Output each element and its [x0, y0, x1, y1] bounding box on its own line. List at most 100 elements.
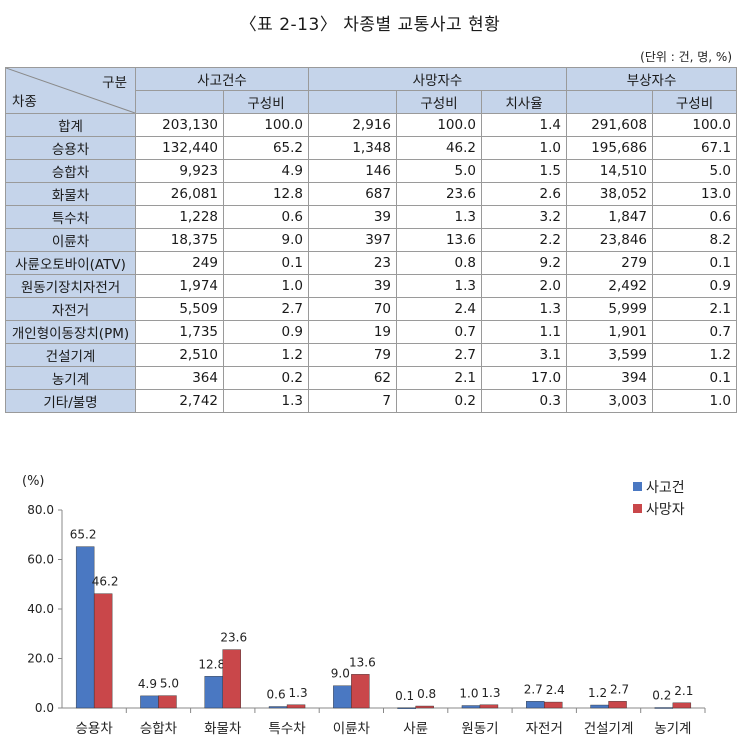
table-cell: 1.3 [223, 389, 309, 413]
sub-header-blank [566, 90, 654, 114]
table-cell: 62 [308, 366, 397, 390]
row-label: 사륜오토바이(ATV) [5, 251, 136, 275]
table-cell: 2.7 [223, 297, 309, 321]
table-cell: 100.0 [396, 113, 482, 137]
bar-accidents [654, 707, 674, 709]
legend-label: 사고건 [646, 480, 685, 496]
corner-header: 구분 차종 [5, 67, 136, 114]
table-cell: 195,686 [566, 136, 654, 160]
table-cell: 1.2 [223, 343, 309, 367]
table-cell: 0.7 [396, 320, 482, 344]
row-label: 승합차 [5, 159, 136, 183]
table-cell: 38,052 [566, 182, 654, 206]
table-cell: 3,003 [566, 389, 654, 413]
bar-accidents [333, 685, 352, 709]
table-row: 자전거 5,509 2.7 70 2.4 1.3 5,999 2.1 [5, 297, 738, 321]
table-cell: 5.0 [652, 159, 738, 183]
row-label: 농기계 [5, 366, 136, 390]
table-cell: 1.1 [480, 320, 568, 344]
row-label: 기타/불명 [5, 389, 136, 413]
table-cell: 100.0 [223, 113, 309, 137]
x-tick-label: 사륜 [403, 721, 428, 737]
bar-accidents [397, 707, 416, 709]
table-cell: 2,742 [135, 389, 224, 413]
bar-deaths [351, 674, 370, 709]
table-cell: 1.2 [652, 343, 738, 367]
data-label: 2.7 [610, 682, 629, 696]
data-label: 2.4 [546, 683, 565, 697]
table-cell: 2.6 [480, 182, 568, 206]
data-label: 1.3 [289, 686, 308, 700]
sub-header-blank [308, 90, 397, 114]
bar-deaths [608, 701, 627, 709]
table-cell: 2.7 [396, 343, 482, 367]
table-cell: 8.2 [652, 228, 738, 252]
x-tick-label: 건설기계 [584, 721, 634, 737]
bar-deaths [415, 705, 434, 709]
table-cell: 279 [566, 251, 654, 275]
table-cell: 394 [566, 366, 654, 390]
y-tick-label: 60.0 [27, 553, 54, 567]
data-label: 2.7 [524, 682, 543, 696]
table-cell: 2,492 [566, 274, 654, 298]
x-tick-label: 원동기 [461, 721, 498, 737]
sub-header-ratio: 구성비 [396, 90, 482, 114]
data-label: 2.1 [674, 684, 693, 698]
data-label: 0.2 [652, 689, 671, 703]
data-label: 1.2 [588, 686, 607, 700]
table-cell: 1.5 [480, 159, 568, 183]
accident-table: 구분 차종 사고건수 사망자수 부상자수 구성비 구성비 치사율 구성비 합계 2… [5, 67, 738, 413]
table-cell: 2,510 [135, 343, 224, 367]
table-cell: 1.0 [652, 389, 738, 413]
table-cell: 364 [135, 366, 224, 390]
table-cell: 2.1 [396, 366, 482, 390]
table-cell: 5.0 [396, 159, 482, 183]
table-cell: 1,735 [135, 320, 224, 344]
ratio-bar-chart: (%) 0.0 20.0 40.0 60.0 80.0 65.2 46.2 승용차 4.9 5.0 승… [22, 474, 706, 737]
bar-accidents [140, 695, 159, 709]
data-label: 9.0 [331, 667, 350, 681]
table-cell: 203,130 [135, 113, 224, 137]
table-row: 합계 203,130 100.0 2,916 100.0 1.4 291,608 100.0 [5, 113, 738, 137]
table-cell: 3.1 [480, 343, 568, 367]
table-cell: 0.1 [223, 251, 309, 275]
table-cell: 0.1 [652, 251, 738, 275]
bar-deaths [222, 649, 241, 709]
y-tick-label: 20.0 [27, 652, 54, 666]
table-cell: 70 [308, 297, 397, 321]
table-cell: 146 [308, 159, 397, 183]
table-cell: 3.2 [480, 205, 568, 229]
table-cell: 0.1 [652, 366, 738, 390]
table-cell: 687 [308, 182, 397, 206]
y-tick-label: 0.0 [35, 701, 54, 715]
x-tick-label: 승용차 [76, 721, 114, 737]
bar-accidents [590, 704, 609, 709]
table-cell: 0.3 [480, 389, 568, 413]
table-cell: 0.9 [652, 274, 738, 298]
data-label: 5.0 [160, 677, 179, 691]
table-cell: 1,901 [566, 320, 654, 344]
data-label: 13.6 [349, 655, 376, 669]
row-label: 화물차 [5, 182, 136, 206]
data-label: 23.6 [220, 631, 247, 645]
data-label: 65.2 [70, 528, 97, 542]
table-cell: 0.7 [652, 320, 738, 344]
table-cell: 9,923 [135, 159, 224, 183]
table-cell: 100.0 [652, 113, 738, 137]
row-label: 자전거 [5, 297, 136, 321]
table-cell: 1,228 [135, 205, 224, 229]
table-cell: 3,599 [566, 343, 654, 367]
table-cell: 39 [308, 205, 397, 229]
bar-accidents [75, 546, 95, 709]
table-cell: 9.2 [480, 251, 568, 275]
row-label: 합계 [5, 113, 136, 137]
table-cell: 14,510 [566, 159, 654, 183]
table-cell: 12.8 [223, 182, 309, 206]
table-row: 사륜오토바이(ATV) 249 0.1 23 0.8 9.2 279 0.1 [5, 251, 738, 275]
table-cell: 9.0 [223, 228, 309, 252]
table-row: 승용차 132,440 65.2 1,348 46.2 1.0 195,686 67.1 [5, 136, 738, 160]
table-cell: 65.2 [223, 136, 309, 160]
table-row: 화물차 26,081 12.8 687 23.6 2.6 38,052 13.0 [5, 182, 738, 206]
table-cell: 1.4 [480, 113, 568, 137]
bar-deaths [672, 702, 692, 709]
